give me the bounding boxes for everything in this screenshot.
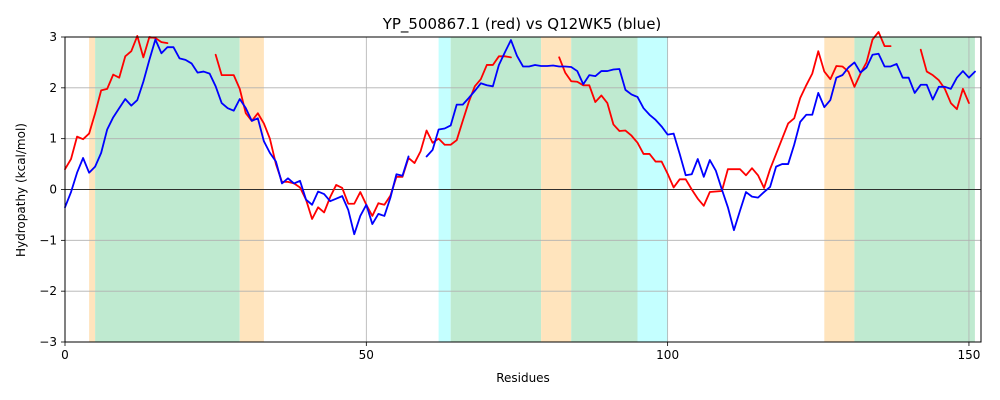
x-axis-label: Residues (496, 371, 550, 385)
y-tick-label: −3 (39, 335, 57, 349)
x-tick-label: 50 (359, 348, 374, 362)
x-tick-label: 0 (61, 348, 69, 362)
y-tick-label: −2 (39, 284, 57, 298)
y-tick-label: 1 (49, 132, 57, 146)
y-tick-label: 2 (49, 81, 57, 95)
x-tick-label: 150 (957, 348, 980, 362)
x-tick-label: 100 (656, 348, 679, 362)
series-line-YP_500867.1 (64, 31, 970, 220)
series-line-Q12WK5 (64, 38, 976, 236)
y-tick-label: 3 (49, 30, 57, 44)
y-axis-ticks: −3 −2 −1 0 1 2 3 (39, 30, 65, 349)
series-lines (64, 31, 976, 236)
chart-title: YP_500867.1 (red) vs Q12WK5 (blue) (382, 15, 662, 34)
x-axis-ticks: 0 50 100 150 (61, 342, 980, 362)
y-tick-label: −1 (39, 233, 57, 247)
y-tick-label: 0 (49, 183, 57, 197)
y-axis-label: Hydropathy (kcal/mol) (14, 123, 28, 257)
